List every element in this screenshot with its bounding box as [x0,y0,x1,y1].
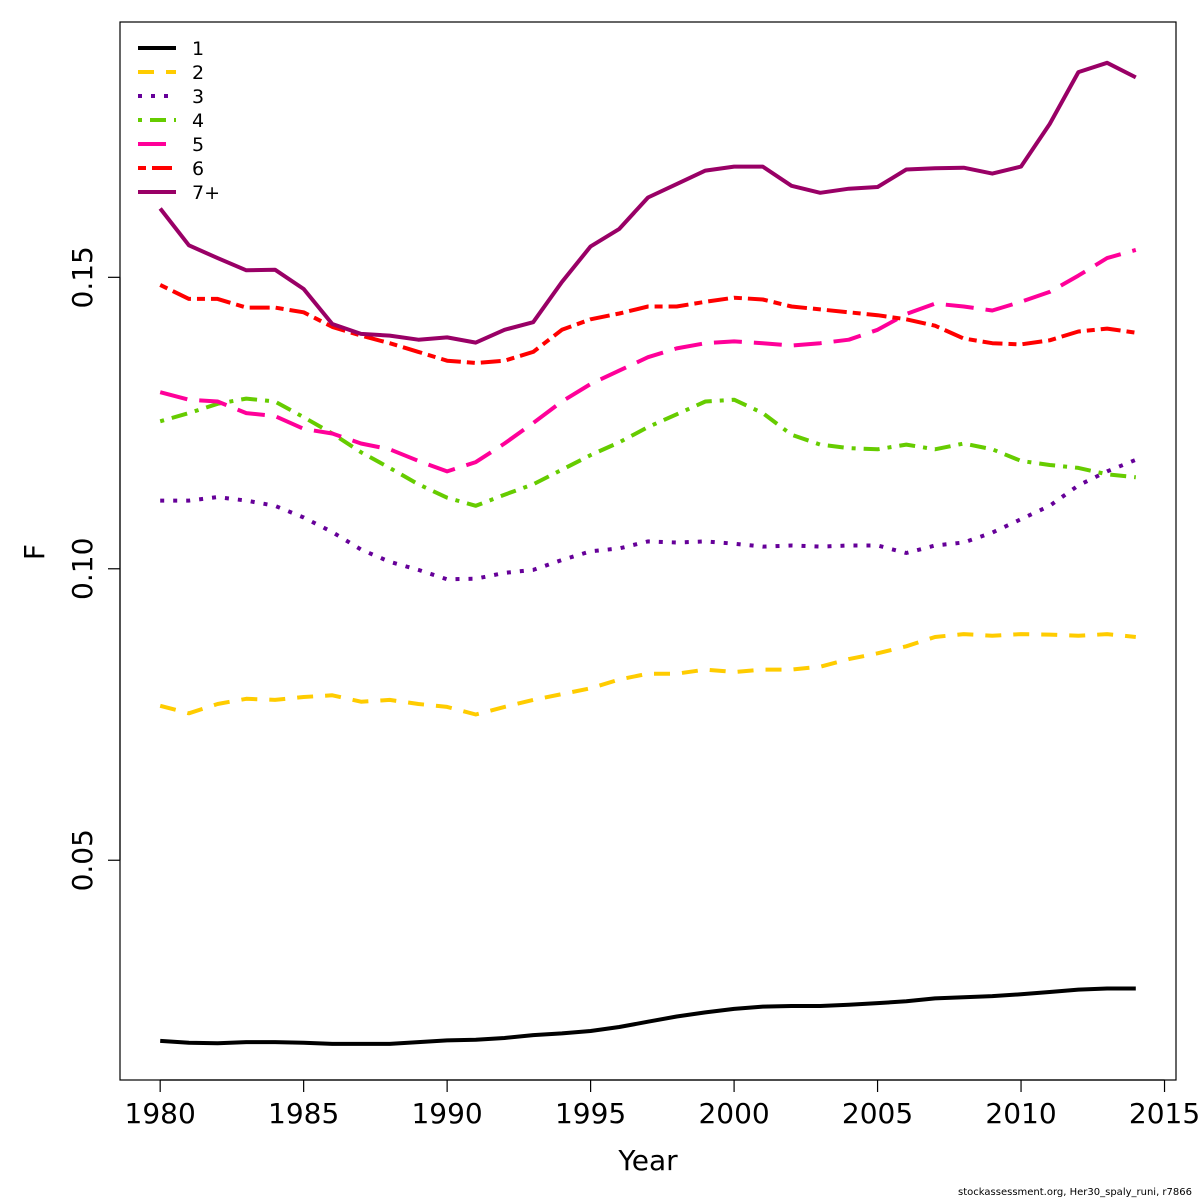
footer-credit: stockassessment.org, Her30_spaly_runi, r… [958,1187,1192,1198]
legend-label-6: 6 [192,158,204,180]
x-tick-label-1985: 1985 [268,1097,339,1130]
series-line-1 [160,986,1136,1046]
y-tick-label-2: 0.15 [66,246,99,308]
series-line-6 [159,283,1137,365]
series-line-5 [159,247,1137,474]
x-tick-label-1980: 1980 [125,1097,196,1130]
y-axis-title: F [18,544,51,560]
x-tick-label-2010: 2010 [985,1097,1056,1130]
legend-label-3: 3 [192,86,204,108]
series-layer [158,60,1137,1046]
legend-label-1: 1 [192,38,204,60]
series-line-7 [158,60,1137,345]
x-tick-label-1995: 1995 [555,1097,626,1130]
series-line-2 [159,632,1137,717]
series-line-3 [160,457,1137,582]
plot-frame [119,21,1177,1081]
legend-label-2: 2 [192,62,204,84]
x-tick-label-1990: 1990 [411,1097,482,1130]
legend-label-5: 5 [192,134,204,156]
plot-area [119,21,1177,1081]
axes-layer: 1980 1985 1990 1995 2000 2005 2010 2015 0.05 0.10… [66,246,1200,1130]
x-tick-label-2015: 2015 [1129,1097,1200,1130]
x-axis-title: Year [617,1144,678,1177]
y-tick-label-0: 0.05 [66,829,99,891]
legend-label-4: 4 [192,110,204,132]
series-line-4 [159,396,1137,508]
x-tick-label-2005: 2005 [842,1097,913,1130]
x-tick-label-2000: 2000 [698,1097,769,1130]
y-tick-label-1: 0.10 [66,538,99,600]
legend-label-7: 7+ [192,182,220,204]
